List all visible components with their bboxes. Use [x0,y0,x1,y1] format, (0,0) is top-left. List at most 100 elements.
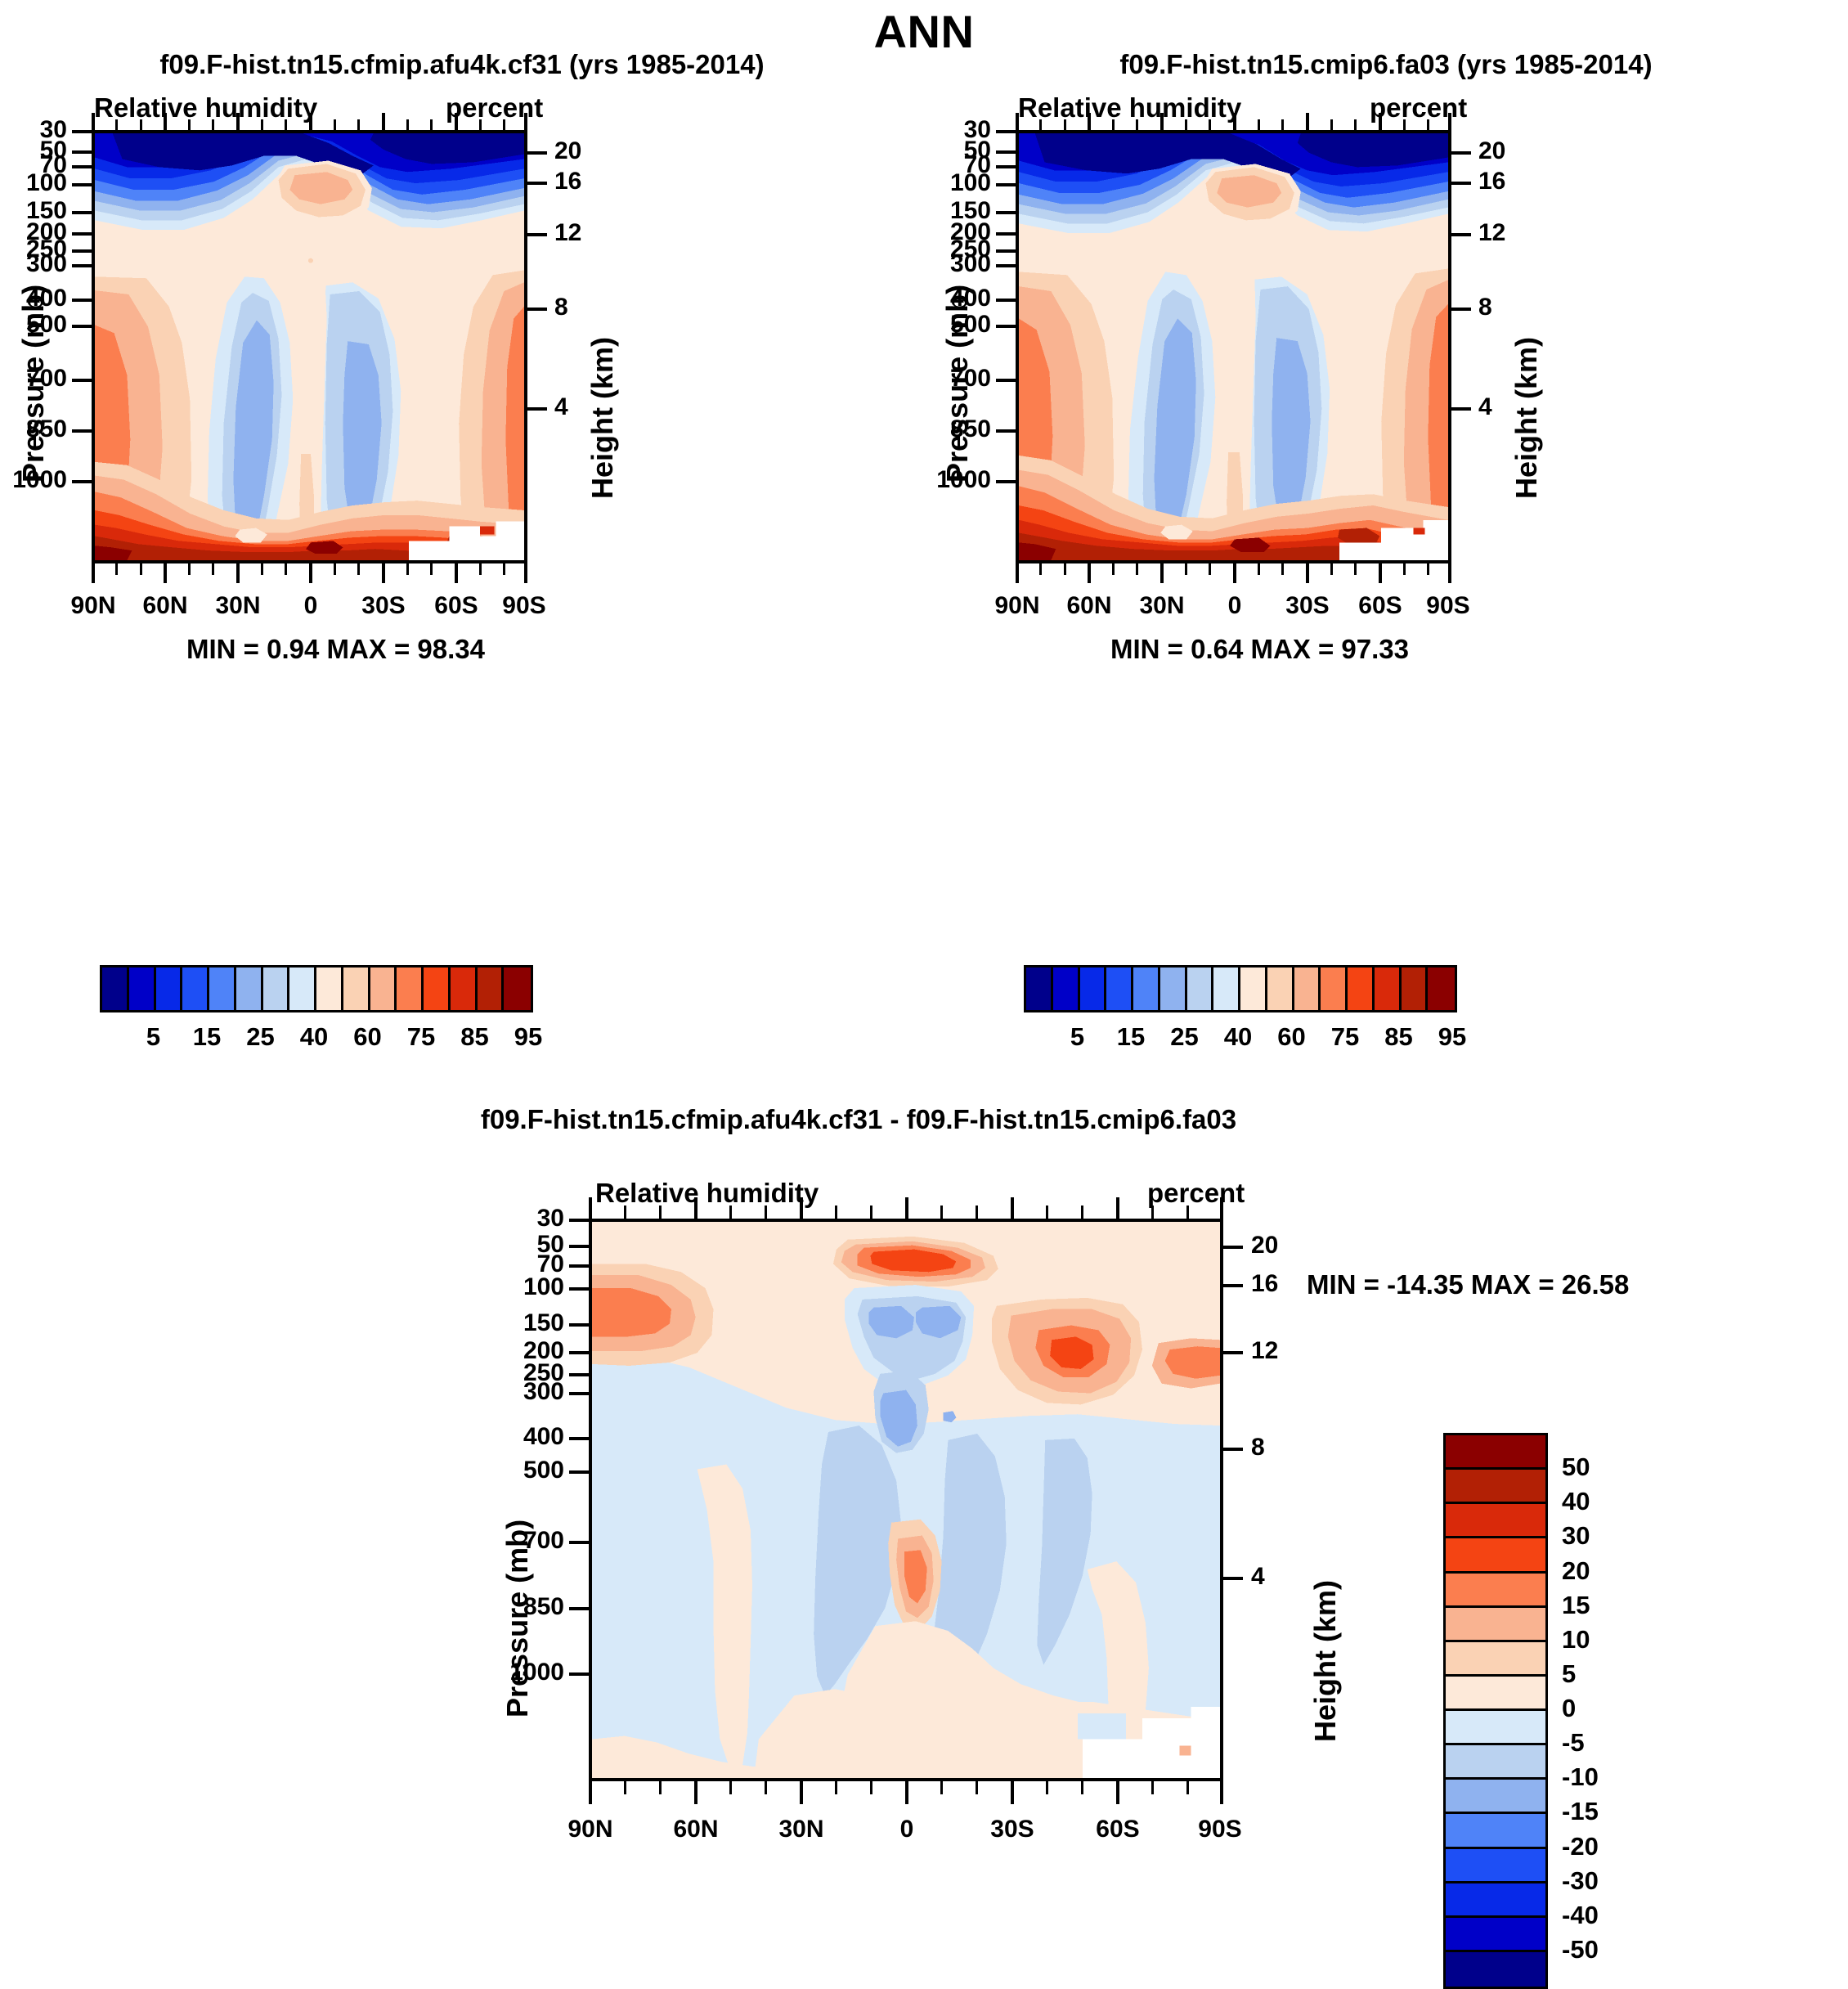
colorbar-labels-top-left: 5 15 25 40 60 75 85 95 [100,1022,542,1055]
x-tick-label: 30S [1285,592,1330,619]
y2-tick-label: 4 [554,393,568,420]
y-tick-label: 850 [523,1593,564,1620]
y-tick-label: 400 [523,1423,564,1450]
colorbar-top-right[interactable] [1024,965,1457,1012]
colorbar-swatch [1213,968,1240,1010]
y-tick-label: 150 [523,1309,564,1336]
x-tick-label: 30S [990,1816,1034,1843]
x-tick-label: 60S [434,592,478,619]
y-tick-label: 400 [949,285,991,312]
y-tick-label: 100 [949,169,991,196]
x-tick-label: 90S [502,592,546,619]
colorbar-swatch [262,968,290,1010]
y-tick-label: 30 [963,116,991,143]
y-tick-label: 400 [25,285,67,312]
min-max-difference: MIN = -14.35 MAX = 26.58 [1307,1269,1630,1300]
x-tick-label: 30N [778,1816,824,1843]
y2-tick-label: 4 [1478,393,1492,420]
colorbar-tick-label: 85 [1384,1022,1413,1051]
y2-axis-title-top-right: Height (km) [1509,337,1543,499]
colorbar-tick-label: 75 [1330,1022,1360,1051]
colorbar-tick-label: 50 [1562,1452,1590,1482]
colorbar-tick-label: -50 [1562,1934,1599,1964]
panel-top-right-title: f09.F-hist.tn15.cmip6.fa03 (yrs 1985-201… [1119,49,1653,79]
colorbar-swatch [343,968,370,1010]
y-tick-label: 70 [536,1250,564,1277]
y-tick-label: 50 [963,137,991,164]
colorbar-swatch [1186,968,1214,1010]
y-tick-label: 850 [25,415,67,442]
colorbar-difference[interactable] [1443,1433,1548,1989]
colorbar-tick-label: 40 [1223,1022,1253,1051]
y2-tick-label: 8 [1478,294,1492,321]
colorbar-labels-difference: 50 40 30 20 15 10 5 0 -5 -10 -15 -20 -30 -40 -50 [1562,1433,1676,1984]
y-tick-label: 300 [523,1378,564,1405]
y-tick-label: 70 [39,151,67,178]
colorbar-tick-label: 5 [1562,1659,1577,1688]
y-tick-label: 850 [949,415,991,442]
y2-tick-label: 12 [554,219,582,246]
x-tick-label: 60N [673,1816,719,1843]
colorbar-swatch [1133,968,1160,1010]
colorbar-swatch [1446,1745,1545,1780]
colorbar-tick-label: -5 [1562,1728,1585,1758]
plot-area-top-left [92,130,527,563]
y-tick-label: 500 [949,311,991,338]
min-max-top-left: MIN = 0.94 MAX = 98.34 [186,634,486,664]
y2-tick-label: 16 [1478,168,1506,195]
colorbar-swatch [1446,1814,1545,1849]
colorbar-swatch [370,968,397,1010]
panel-difference-variable-label: Relative humidity [595,1178,819,1208]
panel-top-right: f09.F-hist.tn15.cmip6.fa03 (yrs 1985-201… [924,49,1848,1112]
y2-tick-label: 16 [554,168,582,195]
colorbar-swatch [1106,968,1133,1010]
plot-area-difference [589,1219,1223,1781]
colorbar-swatch [1428,968,1455,1010]
colorbar-swatch [1446,1435,1545,1470]
panel-top-left: f09.F-hist.tn15.cfmip.afu4k.cf31 (yrs 19… [0,49,924,1112]
colorbar-top-left[interactable] [100,965,533,1012]
colorbar-swatch [289,968,316,1010]
colorbar-swatch [1446,1470,1545,1505]
y-tick-label: 200 [949,218,991,245]
x-tick-label: 30N [1139,592,1185,619]
panel-difference: f09.F-hist.tn15.cfmip.afu4k.cf31 - f09.F… [0,1096,1848,1989]
contour-field-top-left [95,133,524,560]
y-tick-label: 100 [523,1273,564,1300]
colorbar-swatch [1026,968,1053,1010]
colorbar-tick-label: 15 [1562,1590,1590,1619]
colorbar-tick-label: 95 [1438,1022,1467,1051]
x-tick-label: 0 [1227,592,1242,619]
colorbar-tick-label: 95 [514,1022,543,1051]
x-tick-label: 90N [994,592,1040,619]
y-tick-label: 250 [25,236,67,263]
panel-difference-title: f09.F-hist.tn15.cfmip.afu4k.cf31 - f09.F… [480,1104,1237,1134]
min-max-top-right: MIN = 0.64 MAX = 97.33 [1110,634,1410,664]
x-tick-label: 60S [1096,1816,1140,1843]
x-tick-label: 90N [567,1816,613,1843]
colorbar-swatch [1079,968,1107,1010]
y-tick-label: 250 [949,236,991,263]
x-tick-label: 90S [1198,1816,1242,1843]
colorbar-swatch [1446,1711,1545,1746]
colorbar-swatch [235,968,263,1010]
panel-top-left-variable-label: Relative humidity [94,92,318,123]
y2-tick-label: 8 [554,294,568,321]
colorbar-swatch [1294,968,1321,1010]
colorbar-tick-label: 0 [1562,1694,1577,1722]
plot-area-top-right [1016,130,1451,563]
y-tick-label: 30 [536,1205,564,1232]
y-tick-label: 50 [536,1231,564,1258]
colorbar-swatch [424,968,451,1010]
colorbar-tick-label: 85 [460,1022,489,1051]
x-tick-label: 60N [1066,592,1112,619]
colorbar-tick-label: 5 [1070,1022,1085,1051]
panel-top-left-title: f09.F-hist.tn15.cfmip.afu4k.cf31 (yrs 19… [159,49,765,79]
x-tick-label: 60S [1358,592,1402,619]
y-tick-label: 500 [523,1457,564,1484]
y-tick-label: 150 [949,197,991,224]
y2-tick-label: 20 [1478,137,1506,164]
colorbar-tick-label: 5 [146,1022,161,1051]
x-tick-label: 30N [215,592,261,619]
y-axis-title-top-right: Pressure (mb) [940,284,974,483]
